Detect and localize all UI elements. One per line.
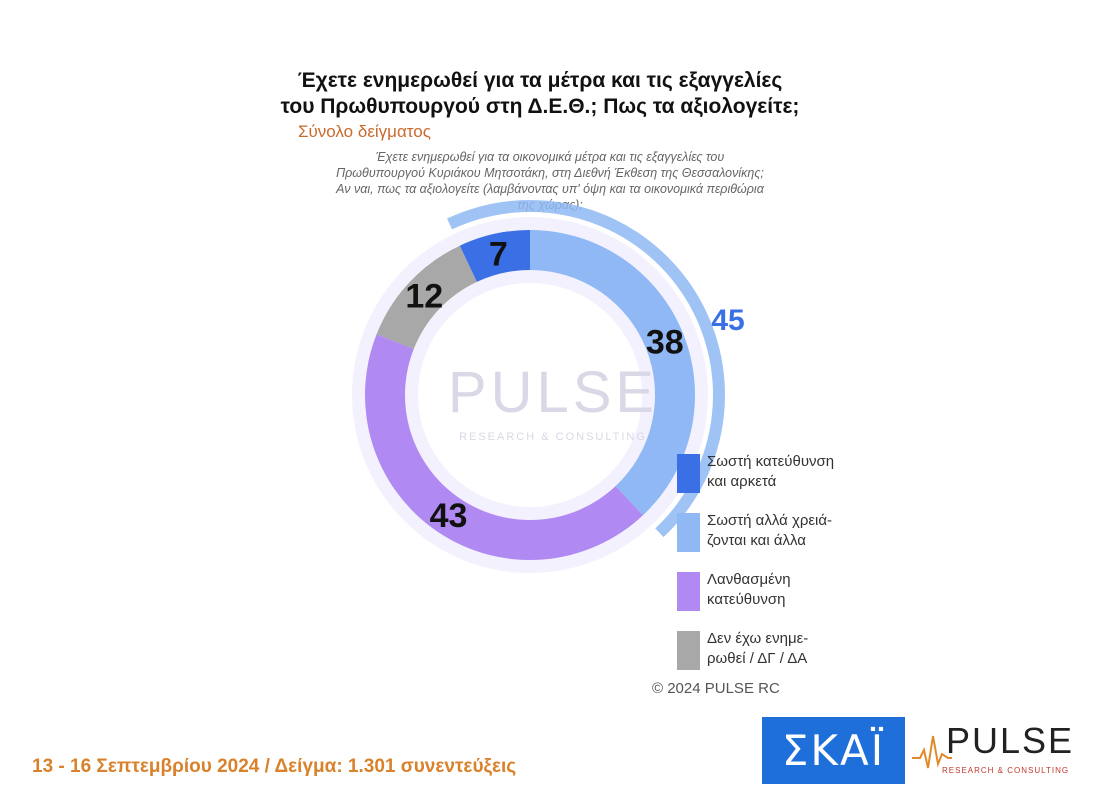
donut-segment-3 [376, 245, 477, 349]
legend-item-2: Λανθασμένη κατεύθυνση [677, 570, 867, 629]
segment-value-label-1: 38 [646, 324, 684, 362]
footer-date-sample: 13 - 16 Σεπτεμβρίου 2024 / Δείγμα: 1.301… [32, 756, 517, 777]
segments-layer [364, 230, 696, 561]
donut-segment-1 [530, 230, 696, 516]
labels-layer: 7 38 43 12 [405, 235, 683, 534]
watermark-subtext: RESEARCH & CONSULTING [459, 431, 647, 443]
legend-swatch-1 [677, 513, 700, 552]
legend: Σωστή κατεύθυνση και αρκετά Σωστή αλλά χρ… [677, 452, 867, 688]
legend-swatch-2 [677, 572, 700, 611]
legend-item-3: Δεν έχω ενημε- ρωθεί / ΔΓ / ΔΑ [677, 629, 867, 688]
legend-label-3: Δεν έχω ενημε- ρωθεί / ΔΓ / ΔΑ [707, 630, 809, 667]
inner-hole [418, 283, 642, 507]
chart-title: Έχετε ενημερωθεί για τα μέτρα και τις εξ… [230, 68, 850, 120]
watermark-text: PULSE [448, 360, 658, 425]
outer-ring-value-label: 45 [711, 304, 744, 337]
donut-segment-2 [364, 334, 643, 561]
copyright: © 2024 PULSE RC [652, 680, 780, 697]
legend-item-0: Σωστή κατεύθυνση και αρκετά [677, 452, 867, 511]
skai-logo: ΣΚΑΪ [762, 717, 905, 784]
legend-item-1: Σωστή αλλά χρειά- ζονται και άλλα [677, 511, 867, 570]
legend-swatch-0 [677, 454, 700, 493]
legend-label-2: Λανθασμένη κατεύθυνση [707, 571, 791, 608]
segment-value-label-0: 7 [489, 235, 508, 273]
segment-value-label-3: 12 [405, 278, 443, 316]
legend-label-1: Σωστή αλλά χρειά- ζονται και άλλα [707, 512, 833, 549]
title-line-2: του Πρωθυπουργού στη Δ.Ε.Θ.; Πως τα αξιο… [280, 95, 800, 118]
legend-swatch-3 [677, 631, 700, 670]
pulse-logo-sub: RESEARCH & CONSULTING [942, 766, 1070, 775]
segment-value-label-2: 43 [430, 497, 468, 535]
pulse-logo-word: PULSE [946, 720, 1075, 761]
chart-subtitle: Σύνολο δείγματος [298, 122, 431, 141]
outer-ring-layer: 45 [446, 200, 745, 538]
title-line-1: Έχετε ενημερωθεί για τα μέτρα και τις εξ… [297, 69, 783, 92]
watermark: PULSE RESEARCH & CONSULTING [448, 360, 658, 443]
legend-label-0: Σωστή κατεύθυνση και αρκετά [707, 453, 835, 490]
pulse-logo: PULSE RESEARCH & CONSULTING [912, 718, 1082, 788]
pulse-wave-icon [912, 735, 952, 769]
donut-segment-0 [459, 230, 530, 282]
